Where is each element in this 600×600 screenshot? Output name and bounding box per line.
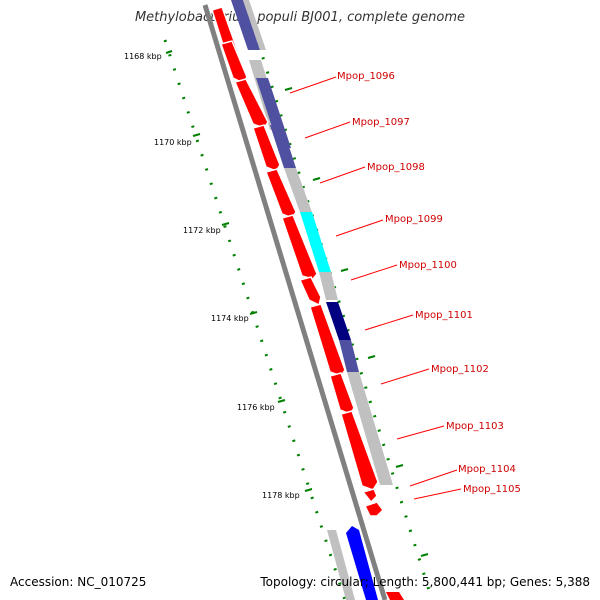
gene-arrow-partial: [386, 592, 404, 600]
gene-arrow: [363, 501, 384, 517]
scale-label-1174: 1174 kbp: [211, 314, 249, 323]
gene-arrow-reverse: [346, 526, 378, 600]
gene-arrow: [340, 410, 379, 491]
gene-arrow: [252, 124, 281, 172]
major-scale-ticks: [165, 50, 313, 492]
genome-backbone: [202, 4, 388, 600]
gene-label-mpop-1096: Mpop_1096: [337, 71, 395, 82]
gene-arrow: [361, 488, 378, 504]
accession-text: Accession: NC_010725: [10, 575, 147, 589]
scale-label-1176: 1176 kbp: [237, 403, 275, 412]
gene-arrows: [211, 6, 384, 517]
label-connectors: [289, 76, 462, 500]
gene-arrow: [233, 78, 269, 129]
scale-label-1178: 1178 kbp: [262, 491, 300, 500]
scale-label-1172: 1172 kbp: [183, 226, 221, 235]
gene-arrow: [298, 276, 322, 307]
feature-track: [231, 0, 393, 600]
gene-label-mpop-1098: Mpop_1098: [367, 162, 425, 173]
gene-label-mpop-1100: Mpop_1100: [399, 260, 457, 271]
gene-label-mpop-1105: Mpop_1105: [463, 484, 521, 495]
gene-label-mpop-1102: Mpop_1102: [431, 364, 489, 375]
gene-arrow: [309, 303, 346, 377]
gene-label-mpop-1099: Mpop_1099: [385, 214, 443, 225]
gene-label-mpop-1103: Mpop_1103: [446, 421, 504, 432]
gene-label-mpop-1104: Mpop_1104: [458, 464, 516, 475]
outer-track-dashes: [284, 87, 429, 557]
scale-label-1170: 1170 kbp: [154, 138, 192, 147]
gene-label-mpop-1097: Mpop_1097: [352, 117, 410, 128]
gene-arrow: [265, 168, 297, 219]
gene-label-mpop-1101: Mpop_1101: [415, 310, 473, 321]
gene-arrow: [281, 214, 318, 280]
outer-track-ticks: [243, 0, 434, 600]
scale-label-1168: 1168 kbp: [124, 52, 162, 61]
genome-summary-text: Topology: circular; Length: 5,800,441 bp…: [260, 575, 590, 589]
